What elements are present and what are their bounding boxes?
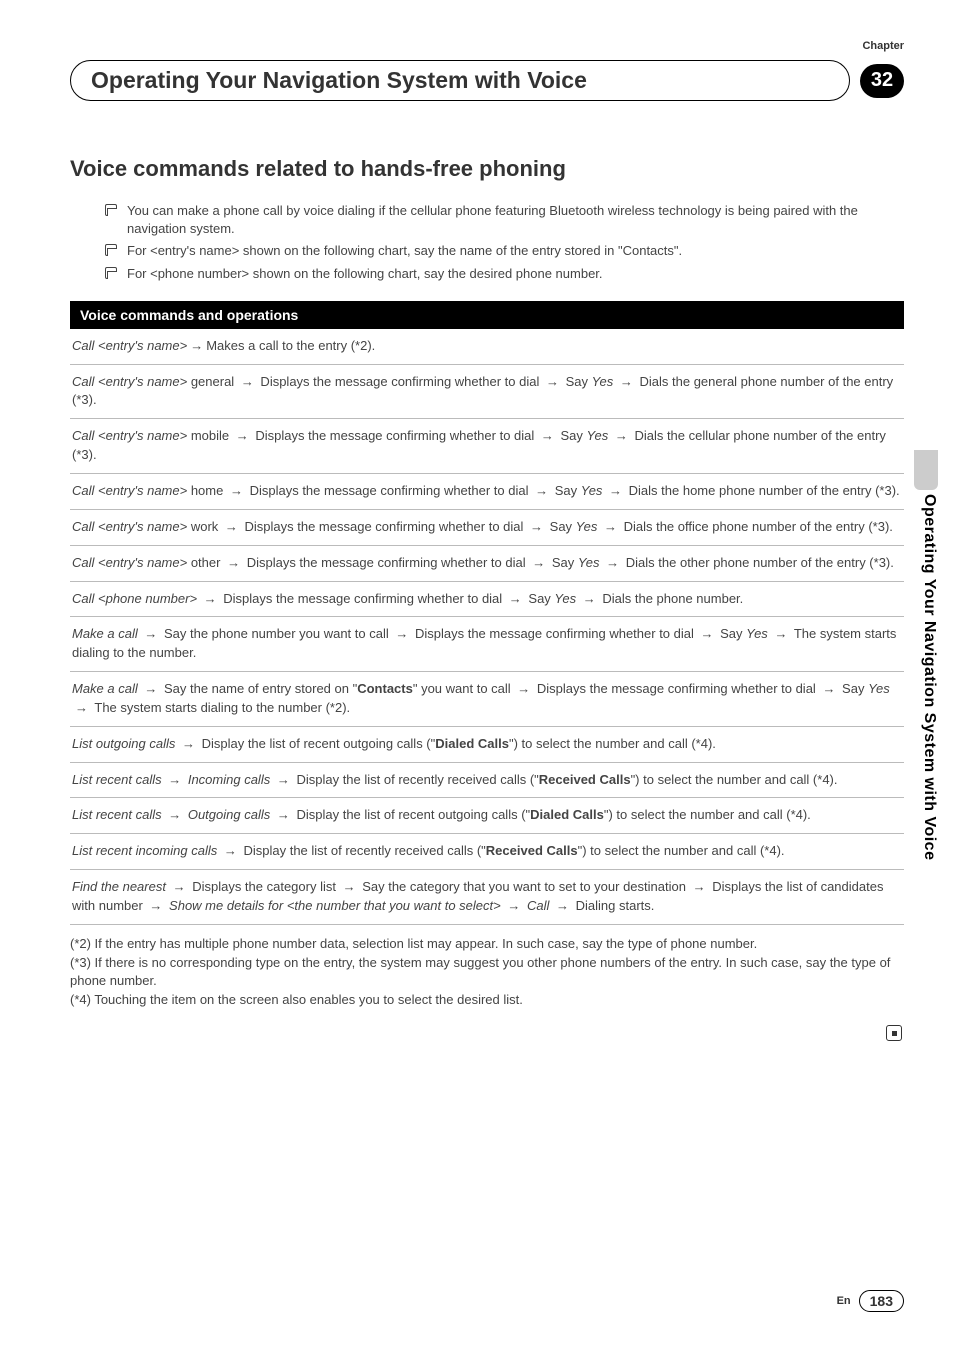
- note-icon: [105, 244, 117, 256]
- bullet-list: You can make a phone call by voice diali…: [70, 202, 904, 283]
- bullet-item: You can make a phone call by voice diali…: [105, 202, 904, 238]
- command-row: Call <entry's name> home → Displays the …: [70, 474, 904, 510]
- arrow-icon: →: [224, 842, 237, 861]
- arrow-icon: →: [532, 554, 545, 573]
- arrow-icon: →: [182, 735, 195, 754]
- command-row: Call <entry's name> work → Displays the …: [70, 510, 904, 546]
- side-tab: Operating Your Navigation System with Vo…: [914, 450, 938, 980]
- arrow-icon: →: [204, 590, 217, 609]
- arrow-icon: →: [75, 699, 88, 718]
- command-row: Find the nearest → Displays the category…: [70, 870, 904, 925]
- bullet-text: For <phone number> shown on the followin…: [127, 265, 603, 283]
- commands-header-bar: Voice commands and operations: [70, 301, 904, 329]
- command-row: List outgoing calls → Display the list o…: [70, 727, 904, 763]
- command-row: Make a call → Say the name of entry stor…: [70, 672, 904, 727]
- arrow-icon: →: [556, 897, 569, 916]
- arrow-icon: →: [822, 680, 835, 699]
- arrow-icon: →: [173, 878, 186, 897]
- command-row: List recent incoming calls → Display the…: [70, 834, 904, 870]
- arrow-icon: →: [227, 554, 240, 573]
- footer-lang: En: [837, 1295, 851, 1307]
- footnotes: (*2) If the entry has multiple phone num…: [70, 935, 904, 1010]
- command-row: Call <entry's name> mobile → Displays th…: [70, 419, 904, 474]
- arrow-icon: →: [225, 518, 238, 537]
- commands-list: Call <entry's name>→Makes a call to the …: [70, 329, 904, 925]
- arrow-icon: →: [604, 518, 617, 537]
- arrow-icon: →: [620, 373, 633, 392]
- command-row: Call <phone number> → Displays the messa…: [70, 582, 904, 618]
- arrow-icon: →: [149, 897, 162, 916]
- arrow-icon: →: [144, 680, 157, 699]
- arrow-icon: →: [277, 771, 290, 790]
- command-row: Make a call → Say the phone number you w…: [70, 617, 904, 672]
- arrow-icon: →: [168, 806, 181, 825]
- chapter-label: Chapter: [862, 40, 904, 52]
- arrow-icon: →: [583, 590, 596, 609]
- command-row: List recent calls → Incoming calls → Dis…: [70, 763, 904, 799]
- arrow-icon: →: [507, 897, 520, 916]
- arrow-icon: →: [609, 482, 622, 501]
- arrow-icon: →: [701, 625, 714, 644]
- arrow-icon: →: [546, 373, 559, 392]
- bullet-item: For <entry's name> shown on the followin…: [105, 242, 904, 260]
- footnote-line: (*2) If the entry has multiple phone num…: [70, 935, 904, 954]
- arrow-icon: →: [343, 878, 356, 897]
- bullet-text: For <entry's name> shown on the followin…: [127, 242, 682, 260]
- arrow-icon: →: [615, 427, 628, 446]
- command-row: Call <entry's name>→Makes a call to the …: [70, 329, 904, 365]
- bullet-item: For <phone number> shown on the followin…: [105, 265, 904, 283]
- note-icon: [105, 267, 117, 279]
- arrow-icon: →: [606, 554, 619, 573]
- page: Chapter Operating Your Navigation System…: [0, 0, 954, 1352]
- arrow-icon: →: [241, 373, 254, 392]
- bullet-text: You can make a phone call by voice diali…: [127, 202, 904, 238]
- arrow-icon: →: [774, 625, 787, 644]
- note-icon: [105, 204, 117, 216]
- page-title: Operating Your Navigation System with Vo…: [70, 60, 850, 101]
- arrow-icon: →: [693, 878, 706, 897]
- footnote-line: (*4) Touching the item on the screen als…: [70, 991, 904, 1010]
- arrow-icon: →: [395, 625, 408, 644]
- footnote-line: (*3) If there is no corresponding type o…: [70, 954, 904, 992]
- arrow-icon: →: [168, 771, 181, 790]
- command-row: Call <entry's name> general → Displays t…: [70, 365, 904, 420]
- command-row: Call <entry's name> other → Displays the…: [70, 546, 904, 582]
- chapter-number-badge: 32: [860, 64, 904, 98]
- arrow-icon: →: [277, 806, 290, 825]
- arrow-icon: →: [236, 427, 249, 446]
- arrow-icon: →: [144, 625, 157, 644]
- arrow-icon: →: [230, 482, 243, 501]
- arrow-icon: →: [509, 590, 522, 609]
- section-heading: Voice commands related to hands-free pho…: [70, 156, 904, 182]
- arrow-icon: →: [541, 427, 554, 446]
- footer-page-number: 183: [859, 1290, 904, 1312]
- side-tab-bg: [914, 450, 938, 490]
- arrow-icon: →: [535, 482, 548, 501]
- command-row: List recent calls → Outgoing calls → Dis…: [70, 798, 904, 834]
- arrow-icon: →: [190, 337, 203, 356]
- footer: En 183: [837, 1290, 904, 1312]
- side-tab-text: Operating Your Navigation System with Vo…: [914, 494, 938, 860]
- header-row: Operating Your Navigation System with Vo…: [70, 60, 904, 101]
- section-end-icon: [886, 1025, 902, 1041]
- arrow-icon: →: [530, 518, 543, 537]
- arrow-icon: →: [517, 680, 530, 699]
